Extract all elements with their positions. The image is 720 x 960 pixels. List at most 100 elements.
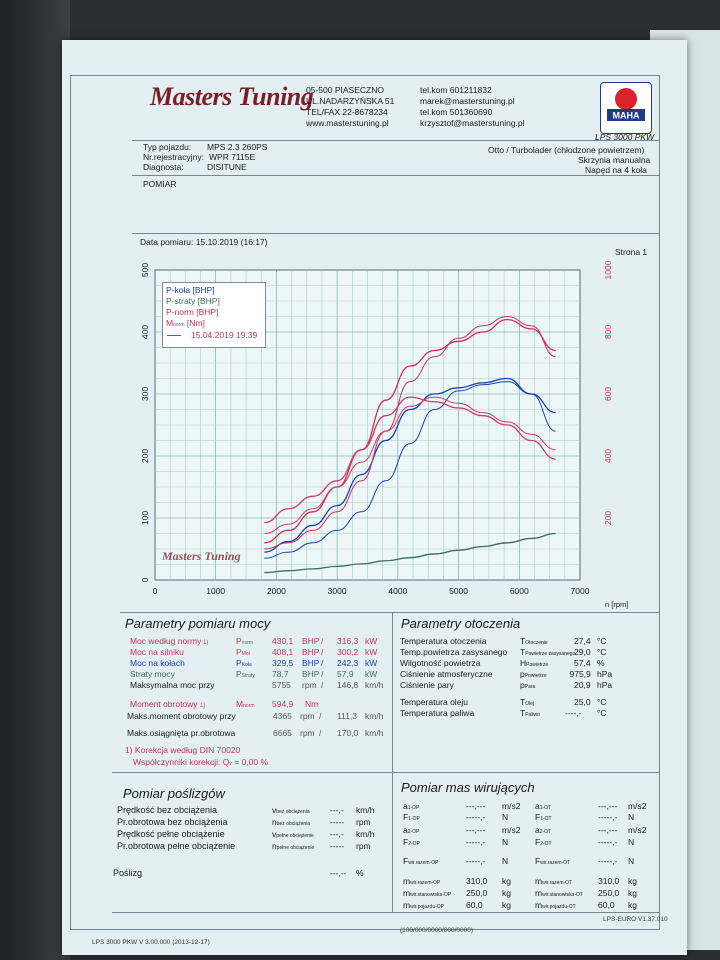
torque-symbol: Mnorm [236,700,255,709]
mass-left-value: ---,--- [466,801,486,811]
mass-right-symbol-subscript: wir.razem-OT [542,880,573,886]
torque-at-speed-unit: km/h [365,711,384,721]
x-tick-label: 4000 [388,586,407,596]
mass-left-symbol-letter: F [403,837,409,847]
slip-row-label: Poślizg [113,868,143,878]
power-row-separator: / [321,647,324,657]
mass-right-unit: m/s2 [628,825,647,835]
power-row-label: Moc według normy 1) [130,636,209,646]
series-line-0 [264,377,556,553]
power-row-symbol-subscript: norm [241,640,254,646]
ambient-row-symbol-subscript: Otoczenie [525,640,548,646]
gearbox: Skrzynia manualna [578,155,651,165]
slip-row-label: Pr.obrotowa pełne obciążenie [117,841,236,851]
divider [132,140,660,141]
mass-right-symbol-subscript: 2-OT [540,841,552,847]
masters-tuning-logo: Masters Tuning [150,82,314,112]
x-tick-label: 7000 [571,586,590,596]
mass-left-value: ---,--- [466,825,486,835]
power-row-unit1: rpm [302,680,317,690]
slip-row-symbol-letter: v [272,829,277,839]
power-row-value1: 430,1 [272,636,294,646]
mass-right-symbol: a2-OT [535,826,551,835]
series-line-5 [264,396,556,534]
engine-type: Otto / Turbolader (chłodzone powietrzem) [488,145,645,155]
footnote-mark: 1) [201,640,209,646]
ambient-row-symbol: pPara [520,681,535,690]
mass-left-symbol-subscript: wir.pojazdu-OP [410,904,444,910]
footer-middle: (100/000/0000/000/0000) [400,927,474,934]
ambient-row-symbol: TOlej [520,698,534,707]
power-row-value1: 329,5 [272,658,294,668]
mass-right-symbol: mwir.pojazdu-OT [535,901,576,910]
x-tick-label: 1000 [206,586,225,596]
contact-line: marek@masterstuning.pl [420,96,515,106]
torque-sym: M [236,699,244,709]
ambient-row-value: 27,4 [574,636,591,646]
vehicle-reg-label: Nr.rejestracyjny: [143,152,204,162]
legend-reference-line [167,335,181,336]
mass-right-symbol: mwir.stanowiska-OT [535,889,583,898]
desk-background [0,0,70,960]
slip-row-unit: rpm [356,817,371,827]
power-row-symbol-subscript: Mot [241,651,251,657]
divider [132,233,660,234]
ambient-row-symbol-subscript: Paliwo [525,712,540,718]
ambient-row-value: 25,0 [574,697,591,707]
series-line-3 [264,315,556,550]
measurement-date: Data pomiaru: 15.10.2019 (16:17) [140,237,268,247]
diagnostician-label: Diagnosta: [143,162,184,172]
power-row-value2: 300,2 [337,647,359,657]
mass-right-symbol: mwir.razem-OT [535,877,572,886]
power-row-unit2: kW [365,669,378,679]
power-row-unit1: BHP [302,669,320,679]
drive-type: Napęd na 4 koła [585,165,647,175]
power-row-symbol-letter: P [236,636,242,646]
power-row-label: Maksymalna moc przy [130,680,215,690]
mass-left-value: 250,0 [466,888,488,898]
legend-entry: P-koła [BHP] [166,285,215,295]
ambient-row-symbol: TPowietrze zasysanego [520,648,575,657]
torque-at-rpm-unit: rpm [300,711,315,721]
x-tick-label: 2000 [267,586,286,596]
mass-left-symbol-subscript: 2-OP [407,829,420,835]
power-row-unit2: kW [365,647,378,657]
ambient-row-symbol-letter: p [520,680,525,690]
ambient-row-value: 29,0 [574,647,591,657]
mass-left-value: 310,0 [466,876,488,886]
mass-right-unit: kg [628,900,637,910]
series-line-4 [264,396,556,524]
y-left-tick-label: 0 [140,577,150,582]
ambient-row-label: Ciśnienie atmosferyczne [400,669,493,679]
maha-logo: MAHA [600,82,652,134]
power-row-label: Moc na silniku [130,647,184,657]
mass-right-symbol-letter: a [535,825,540,835]
dyno-chart-svg: Masters Tuning 0 1000 2000 3000 4000 5000 6000… [140,260,613,596]
slip-row-symbol-letter: n [272,817,277,827]
x-tick-label: 5000 [449,586,468,596]
slip-row-symbol-subscript: pełne obciążenie [276,833,314,839]
mass-right-symbol-letter: m [535,876,543,886]
max-rpm-unit: rpm [300,728,315,738]
torque-label: Moment obrotowy 1) [130,700,205,709]
legend-entry: P-straty [BHP] [166,296,220,306]
torque-at-label: Maks.moment obrotowy przy [127,711,236,721]
divider [132,175,660,176]
mass-right-unit: kg [628,888,637,898]
mass-left-symbol-subscript: wir.stanowiska-OP [410,892,452,898]
mass-right-symbol-letter: F [535,856,541,866]
x-tick-label: 6000 [510,586,529,596]
power-row-unit2: km/h [365,680,384,690]
ambient-row-symbol-letter: T [520,636,526,646]
x-tick-label: 3000 [328,586,347,596]
ambient-row-unit: hPa [597,669,613,679]
mass-right-symbol: a1-OT [535,802,551,811]
ambient-row-label: Wilgotność powietrza [400,658,481,668]
address-line: www.masterstuning.pl [306,118,389,128]
mass-right-unit: N [628,837,635,847]
mass-left-symbol-letter: m [403,876,411,886]
ambient-row-value: ----,- [565,708,582,718]
mass-right-value: 60,0 [598,900,615,910]
power-row-unit1: BHP [302,647,320,657]
mass-right-symbol-subscript: 2-OT [539,829,552,835]
